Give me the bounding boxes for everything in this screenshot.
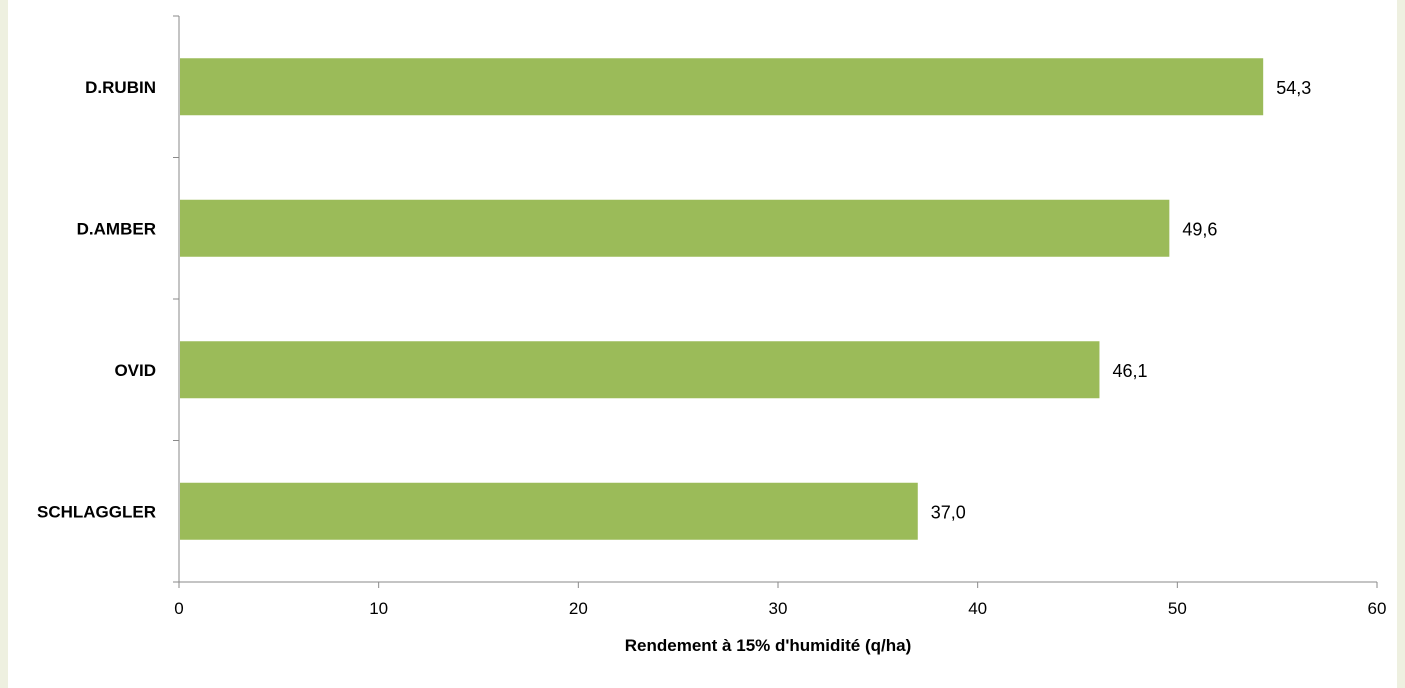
x-axis-tick-label: 0: [174, 599, 183, 618]
category-label: SCHLAGGLER: [37, 502, 156, 521]
data-label: 37,0: [931, 502, 966, 522]
category-label: D.RUBIN: [85, 78, 156, 97]
x-axis-title: Rendement à 15% d'humidité (q/ha): [625, 636, 911, 655]
x-axis-ticks: [178, 582, 1378, 588]
x-axis-tick-label: 10: [369, 599, 388, 618]
data-label: 49,6: [1182, 219, 1217, 239]
category-label: D.AMBER: [77, 219, 156, 238]
x-axis-tick-label: 20: [569, 599, 588, 618]
bar: [180, 341, 1100, 399]
data-labels: 54,3 49,6 46,1 37,0: [931, 78, 1311, 523]
x-axis-tick-label: 60: [1368, 599, 1387, 618]
bar: [180, 58, 1264, 116]
y-axis-ticks: [173, 15, 179, 583]
bar: [180, 482, 918, 540]
category-label: OVID: [114, 361, 156, 380]
x-axis-tick-label: 30: [769, 599, 788, 618]
bars: [180, 58, 1264, 540]
bar-chart: 0 10 20 30 40 50 60 D.RUBIN D.AMBER OVID SCHLAGGL…: [8, 0, 1397, 688]
x-axis-tick-label: 40: [968, 599, 987, 618]
x-axis-tick-label: 50: [1168, 599, 1187, 618]
category-labels: D.RUBIN D.AMBER OVID SCHLAGGLER: [37, 78, 156, 522]
bar: [180, 199, 1170, 257]
data-label: 46,1: [1112, 361, 1147, 381]
data-label: 54,3: [1276, 78, 1311, 98]
x-axis-tick-labels: 0 10 20 30 40 50 60: [174, 599, 1386, 618]
